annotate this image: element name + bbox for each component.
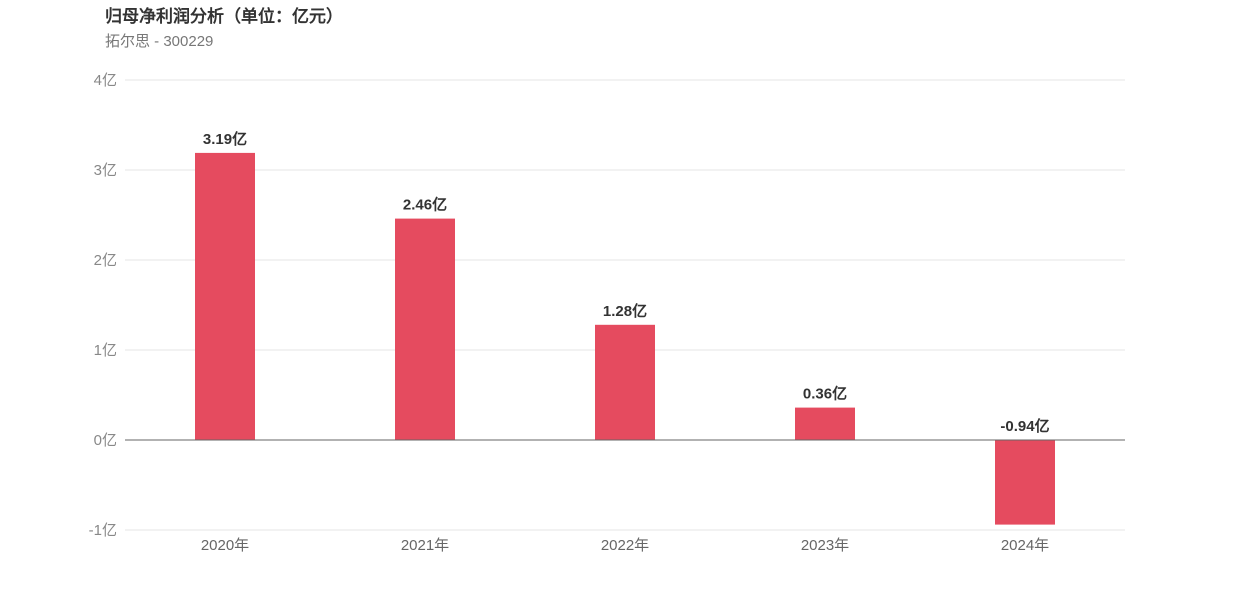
y-tick-label: 2亿 — [94, 252, 117, 269]
bar-layer — [195, 152, 1055, 525]
y-tick-label: 0亿 — [94, 432, 117, 449]
grid-layer — [125, 79, 1125, 531]
chart-subtitle: 拓尔思 - 300229 — [105, 33, 214, 50]
bar-value-label: 2.46亿 — [403, 196, 447, 214]
x-tick-label: 2024年 — [1001, 537, 1049, 554]
x-tick-label: 2021年 — [401, 537, 449, 554]
axis-layer: -1亿 0亿 1亿 2亿 3亿 4亿 2020年 2021年 2022年 2023年 2024年 — [89, 72, 1125, 554]
bar-value-label: 3.19亿 — [203, 130, 247, 148]
y-tick-label: -1亿 — [89, 522, 117, 539]
bar-value-label: 0.36亿 — [803, 385, 847, 403]
bar-value-label: -0.94亿 — [1000, 417, 1049, 435]
x-tick-label: 2020年 — [201, 537, 249, 554]
y-tick-label: 1亿 — [94, 342, 117, 359]
bar[interactable] — [795, 407, 855, 440]
bar[interactable] — [595, 324, 655, 440]
bar-value-label: 1.28亿 — [603, 302, 647, 320]
bar[interactable] — [195, 152, 255, 440]
bar[interactable] — [995, 440, 1055, 525]
label-layer: 3.19亿 2.46亿 1.28亿 0.36亿 -0.94亿 — [203, 130, 1050, 435]
y-tick-label: 4亿 — [94, 72, 117, 89]
bar[interactable] — [395, 218, 455, 440]
chart-title: 归母净利润分析（单位：亿元） — [105, 7, 343, 26]
y-tick-label: 3亿 — [94, 162, 117, 179]
x-tick-label: 2023年 — [801, 537, 849, 554]
x-tick-label: 2022年 — [601, 537, 649, 554]
